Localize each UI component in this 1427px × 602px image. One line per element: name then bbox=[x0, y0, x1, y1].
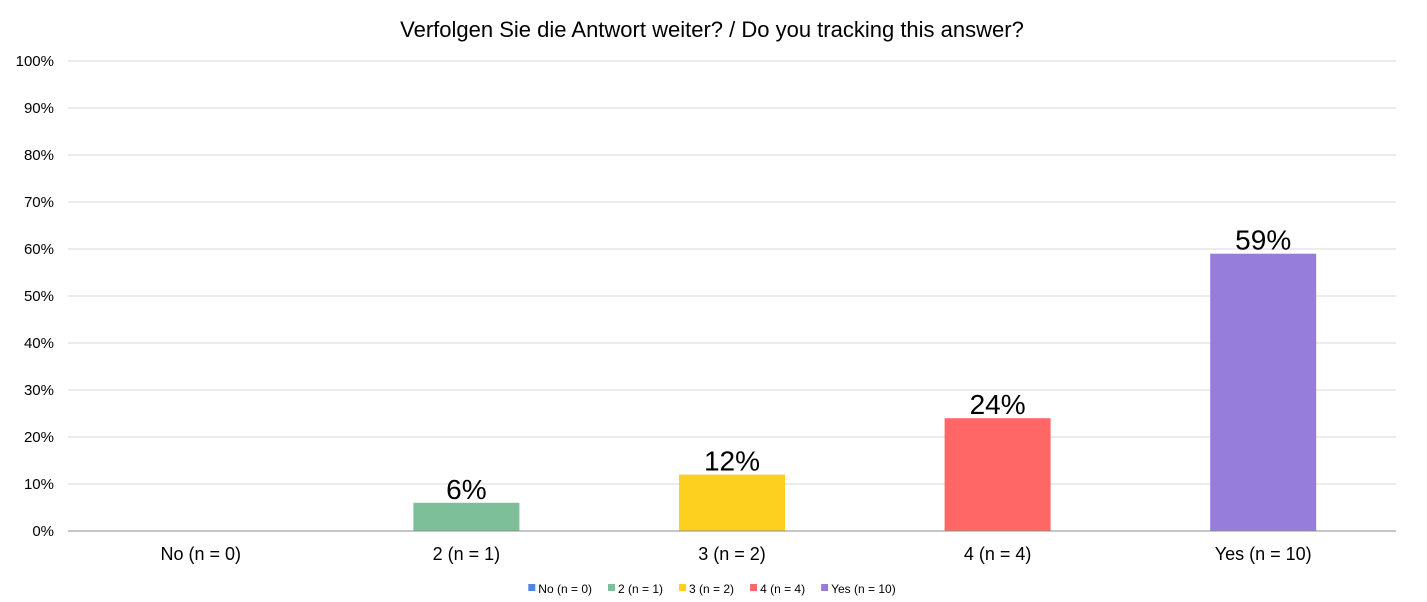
y-tick-label: 90% bbox=[24, 100, 54, 117]
data-label: 12% bbox=[704, 446, 760, 477]
legend-swatch bbox=[608, 584, 615, 591]
y-tick-label: 100% bbox=[16, 53, 54, 70]
y-tick-label: 60% bbox=[24, 241, 54, 258]
data-labels: 6% 12% 24% 59% bbox=[446, 225, 1291, 505]
y-tick-label: 0% bbox=[32, 523, 54, 540]
legend-label: No (n = 0) bbox=[538, 582, 592, 596]
legend-swatch bbox=[821, 584, 829, 591]
legend-label: 4 (n = 4) bbox=[760, 582, 805, 596]
bars bbox=[413, 253, 1317, 531]
x-tick-label: 2 (n = 1) bbox=[433, 544, 501, 564]
y-tick-label: 80% bbox=[24, 147, 54, 164]
y-tick-label: 40% bbox=[24, 335, 54, 352]
legend-label: 3 (n = 2) bbox=[689, 582, 734, 596]
x-axis-ticks: No (n = 0) 2 (n = 1) 3 (n = 2) 4 (n = 4) Yes… bbox=[161, 544, 1312, 564]
x-tick-label: Yes (n = 10) bbox=[1215, 544, 1312, 564]
y-tick-label: 10% bbox=[24, 476, 54, 493]
bar bbox=[413, 502, 520, 531]
x-tick-label: 4 (n = 4) bbox=[964, 544, 1032, 564]
data-label: 59% bbox=[1235, 225, 1291, 256]
data-label: 24% bbox=[970, 389, 1026, 420]
chart-title: Verfolgen Sie die Antwort weiter? / Do y… bbox=[400, 17, 1024, 42]
gridlines bbox=[68, 60, 1396, 485]
y-axis-ticks: 0% 10% 20% 30% 40% 50% 60% 70% 80% 90% 100% bbox=[16, 53, 54, 540]
legend-swatch bbox=[750, 584, 758, 591]
bar bbox=[1210, 253, 1317, 531]
legend-label: 2 (n = 1) bbox=[618, 582, 663, 596]
data-label: 6% bbox=[446, 474, 486, 505]
legend: No (n = 0) 2 (n = 1) 3 (n = 2) 4 (n = 4) Yes… bbox=[528, 582, 896, 596]
legend-label: Yes (n = 10) bbox=[831, 582, 896, 596]
y-tick-label: 30% bbox=[24, 382, 54, 399]
bar bbox=[679, 474, 785, 531]
legend-swatch bbox=[528, 584, 536, 591]
legend-swatch bbox=[679, 584, 687, 591]
y-tick-label: 70% bbox=[24, 194, 54, 211]
bar bbox=[944, 418, 1051, 531]
x-tick-label: 3 (n = 2) bbox=[698, 544, 766, 564]
x-tick-label: No (n = 0) bbox=[161, 544, 242, 564]
y-tick-label: 50% bbox=[24, 288, 54, 305]
y-tick-label: 20% bbox=[24, 429, 54, 446]
